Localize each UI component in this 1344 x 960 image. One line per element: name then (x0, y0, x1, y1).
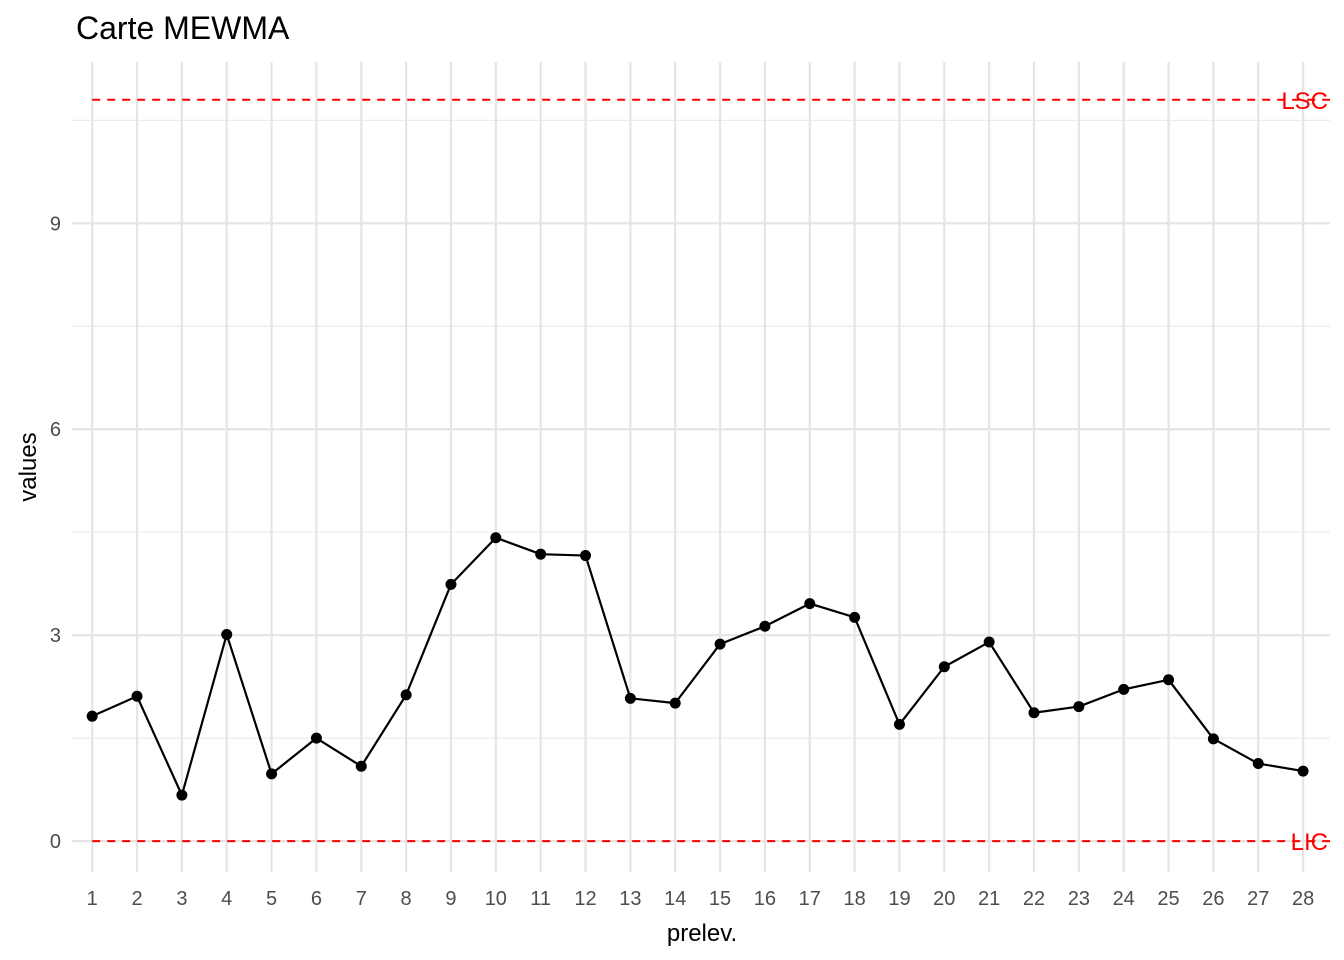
x-tick-label: 20 (933, 888, 955, 910)
data-point (131, 690, 143, 702)
x-tick-label: 18 (843, 888, 865, 910)
data-point (714, 638, 726, 650)
data-point (893, 718, 905, 730)
y-axis-title: values (15, 432, 42, 501)
x-tick-label: 1 (87, 888, 98, 910)
data-point (624, 692, 636, 704)
x-tick-label: 15 (709, 888, 731, 910)
data-point (445, 578, 457, 590)
data-point (1207, 733, 1219, 745)
data-point (310, 732, 322, 744)
x-tick-label: 14 (664, 888, 686, 910)
x-tick-label: 12 (574, 888, 596, 910)
data-point (490, 532, 502, 544)
data-point (400, 689, 412, 701)
x-tick-label: 16 (754, 888, 776, 910)
data-point (535, 548, 547, 560)
x-tick-label: 24 (1113, 888, 1135, 910)
limit-label-lic: LIC (1291, 829, 1328, 856)
x-tick-label: 23 (1068, 888, 1090, 910)
x-tick-label: 22 (1023, 888, 1045, 910)
y-tick-label: 0 (50, 831, 61, 853)
data-point (86, 710, 98, 722)
x-tick-label: 5 (266, 888, 277, 910)
data-point (1252, 758, 1264, 770)
x-tick-label: 25 (1157, 888, 1179, 910)
data-point (266, 768, 278, 780)
data-point (1028, 707, 1040, 719)
x-tick-label: 28 (1292, 888, 1314, 910)
series-line (91, 536, 1304, 797)
x-tick-label: 27 (1247, 888, 1269, 910)
data-point (1118, 683, 1130, 695)
data-point (1297, 765, 1309, 777)
x-axis-title: prelev. (667, 920, 737, 947)
series-lines (91, 536, 1304, 797)
x-tick-label: 17 (799, 888, 821, 910)
x-tick-label: 3 (176, 888, 187, 910)
grid-minor (72, 119, 1330, 739)
limit-label-lsc: LSC (1281, 88, 1328, 115)
x-tick-label: 26 (1202, 888, 1224, 910)
data-point (580, 550, 592, 562)
data-point (938, 661, 950, 673)
y-tick-label: 9 (50, 213, 61, 235)
data-point (669, 697, 681, 709)
x-tick-label: 2 (131, 888, 142, 910)
x-tick-label: 9 (445, 888, 456, 910)
data-point (355, 760, 367, 772)
data-points (86, 532, 1309, 801)
data-point (221, 628, 233, 640)
grid-major (72, 62, 1330, 872)
x-tick-label: 8 (401, 888, 412, 910)
data-point (983, 636, 995, 648)
x-tick-label: 21 (978, 888, 1000, 910)
chart-title: Carte MEWMA (76, 10, 290, 46)
x-tick-label: 13 (619, 888, 641, 910)
x-tick-label: 11 (530, 888, 551, 910)
data-point (1163, 674, 1175, 686)
data-point (849, 611, 861, 623)
y-tick-label: 3 (50, 625, 61, 647)
x-tick-labels: 1 2 3 4 5 6 7 8 9 10 11 12 13 14 15 16 17 18 19 20 21 22 23 24 2… (87, 888, 1315, 910)
x-tick-label: 6 (311, 888, 322, 910)
x-tick-label: 7 (356, 888, 367, 910)
x-tick-label: 4 (221, 888, 232, 910)
control-limits: LSC LIC (92, 88, 1330, 856)
data-point (804, 598, 816, 610)
x-tick-label: 19 (888, 888, 910, 910)
data-point (1073, 701, 1085, 713)
data-point (176, 789, 188, 801)
x-tick-label: 10 (485, 888, 507, 910)
data-point (759, 620, 771, 632)
y-tick-labels: 0 3 6 9 (50, 213, 61, 853)
y-tick-label: 6 (50, 419, 61, 441)
